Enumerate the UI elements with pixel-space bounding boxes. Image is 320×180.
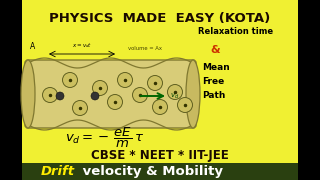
Text: $x = v_d t$: $x = v_d t$ (72, 41, 92, 50)
Text: A: A (30, 42, 35, 51)
Text: Path: Path (202, 91, 225, 100)
Circle shape (148, 75, 163, 91)
Circle shape (91, 92, 99, 100)
Ellipse shape (21, 60, 35, 128)
Circle shape (153, 100, 167, 114)
Text: CBSE * NEET * IIT-JEE: CBSE * NEET * IIT-JEE (91, 148, 229, 161)
Circle shape (108, 94, 123, 109)
Text: PHYSICS  MADE  EASY (KOTA): PHYSICS MADE EASY (KOTA) (49, 12, 271, 25)
Circle shape (43, 87, 58, 102)
Text: Relaxation time: Relaxation time (198, 28, 273, 37)
Circle shape (62, 73, 77, 87)
FancyBboxPatch shape (25, 60, 196, 128)
Circle shape (92, 80, 108, 96)
Text: &: & (210, 45, 220, 55)
Circle shape (132, 87, 148, 102)
Bar (22, 163, 298, 180)
Circle shape (178, 98, 193, 112)
Text: $v_d = -\,\dfrac{eE}{m}\,\tau$: $v_d = -\,\dfrac{eE}{m}\,\tau$ (66, 126, 145, 150)
Circle shape (167, 84, 182, 100)
Text: Mean: Mean (202, 64, 230, 73)
Text: velocity & Mobility: velocity & Mobility (78, 165, 223, 178)
Ellipse shape (186, 60, 200, 128)
Bar (22, 0, 298, 180)
Text: Free: Free (202, 78, 224, 87)
Circle shape (73, 100, 87, 116)
Text: Drift: Drift (41, 165, 75, 178)
Text: $v_d$: $v_d$ (170, 92, 179, 101)
Circle shape (117, 73, 132, 87)
Polygon shape (22, 0, 298, 180)
Text: volume = Ax: volume = Ax (128, 46, 162, 51)
Circle shape (56, 92, 64, 100)
